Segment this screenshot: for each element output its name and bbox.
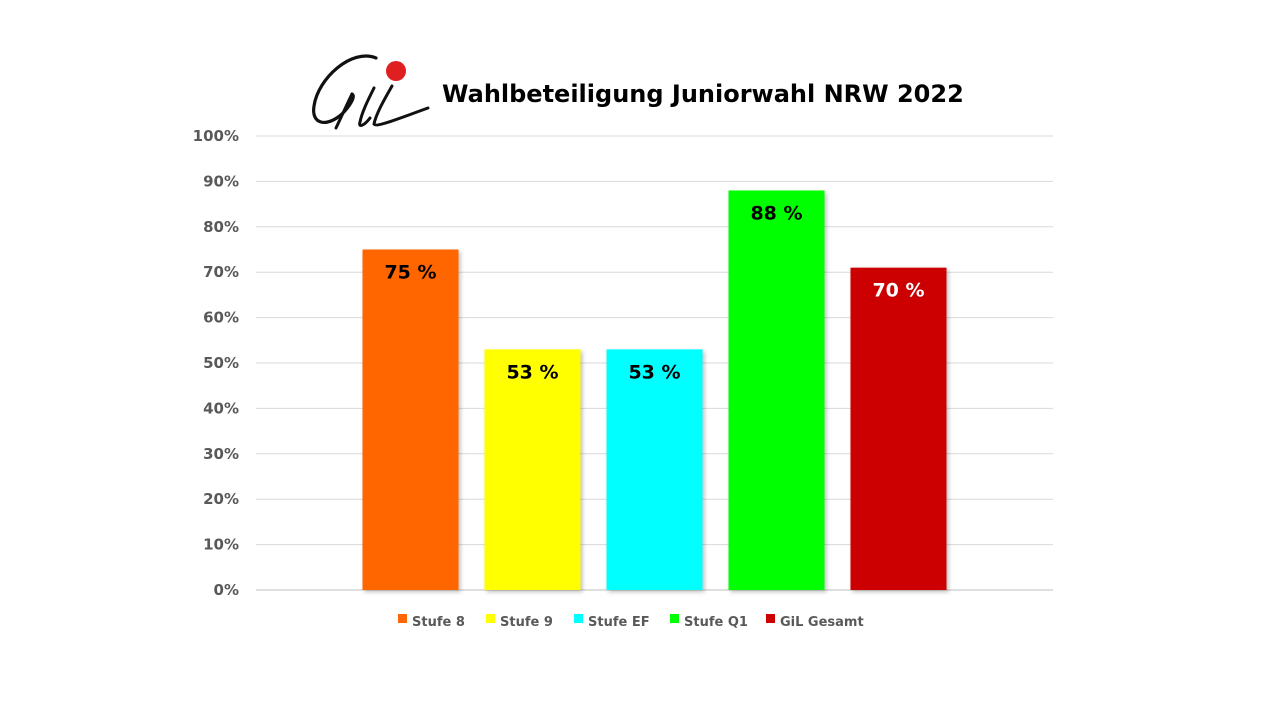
legend-label: GiL Gesamt <box>780 615 864 630</box>
data-labels: 75 % 53 % 53 % 88 % 70 % <box>384 202 924 383</box>
logo-dot <box>386 61 406 81</box>
y-tick-label: 90% <box>203 172 239 190</box>
chart-title: Wahlbeteiligung Juniorwahl NRW 2022 <box>442 80 964 108</box>
legend-label: Stufe EF <box>588 615 650 630</box>
bar <box>728 190 825 591</box>
y-tick-label: 20% <box>203 490 239 508</box>
legend-item: GiL Gesamt <box>766 614 864 630</box>
y-tick-label: 60% <box>203 309 239 327</box>
y-axis: 0% 10% 20% 30% 40% 50% 60% 70% 80% 90% 100% <box>193 127 239 599</box>
legend-item: Stufe 8 <box>398 614 465 630</box>
y-tick-label: 0% <box>214 581 239 599</box>
legend-item: Stufe Q1 <box>670 614 748 630</box>
legend-swatch <box>486 614 495 623</box>
y-tick-label: 50% <box>203 354 239 372</box>
legend-swatch <box>398 614 407 623</box>
y-tick-label: 40% <box>203 399 239 417</box>
gil-logo <box>312 54 430 130</box>
legend-item: Stufe EF <box>574 614 650 630</box>
bars <box>362 190 947 591</box>
y-tick-label: 30% <box>203 445 239 463</box>
data-label: 70 % <box>872 280 924 302</box>
legend-label: Stufe 8 <box>412 615 465 630</box>
bar <box>362 249 459 590</box>
bar <box>850 267 947 590</box>
legend-label: Stufe 9 <box>500 615 553 630</box>
legend-swatch <box>574 614 583 623</box>
y-tick-label: 80% <box>203 218 239 236</box>
legend: Stufe 8 Stufe 9 Stufe EF Stufe Q1 GiL Gesamt <box>398 614 864 630</box>
bar <box>484 349 581 590</box>
data-label: 53 % <box>628 361 680 383</box>
legend-label: Stufe Q1 <box>684 615 748 630</box>
y-tick-label: 100% <box>193 127 239 145</box>
data-label: 75 % <box>384 262 436 284</box>
legend-swatch <box>670 614 679 623</box>
legend-item: Stufe 9 <box>486 614 553 630</box>
bar <box>606 349 703 590</box>
data-label: 53 % <box>506 361 558 383</box>
data-label: 88 % <box>750 202 802 224</box>
y-tick-label: 70% <box>203 263 239 281</box>
legend-swatch <box>766 614 775 623</box>
y-tick-label: 10% <box>203 536 239 554</box>
